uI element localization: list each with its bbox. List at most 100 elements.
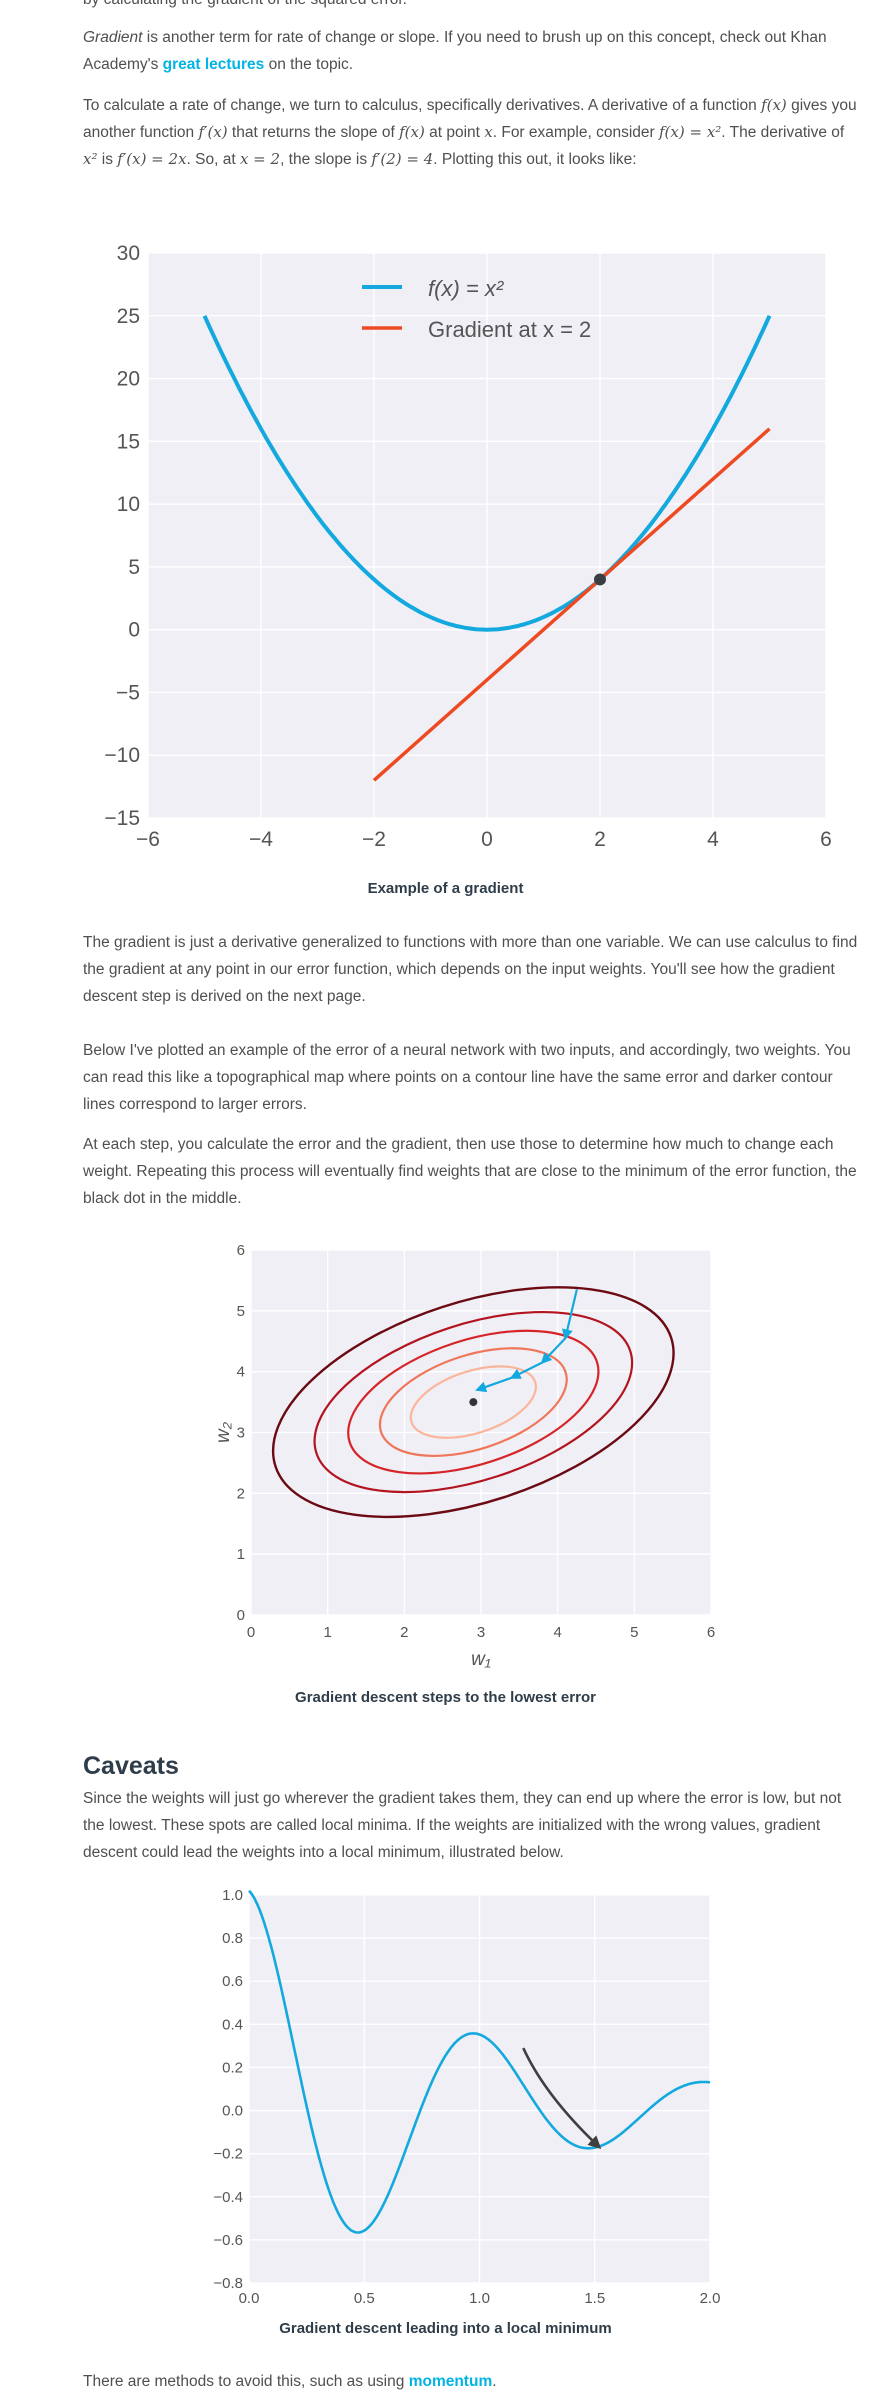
math-eq3: x = 2 (239, 150, 281, 168)
y-tick-label: −0.6 (213, 2232, 243, 2249)
p1-text-b: on the topic. (264, 56, 354, 73)
y-tick-label: 0.6 (222, 1973, 243, 1990)
legend-label-parabola: f(x) = x² (428, 276, 504, 301)
tangent-point (594, 573, 606, 586)
y-tick-label: −0.4 (213, 2189, 243, 2206)
great-lectures-link[interactable]: great lectures (162, 56, 265, 73)
y-tick-label: 15 (117, 430, 140, 453)
y-tick-label: 0.8 (222, 1930, 243, 1947)
momentum-link[interactable]: momentum (408, 2373, 493, 2390)
p2-a: To calculate a rate of change, we turn t… (83, 97, 762, 114)
y-tick-label: −10 (104, 744, 140, 767)
y-tick-label: −0.8 (213, 2275, 243, 2292)
y-tick-label: 5 (237, 1303, 245, 1320)
p2-h: . So, at (186, 151, 240, 168)
x-tick-label: 6 (707, 1624, 715, 1641)
x-tick-label: 0.0 (239, 2290, 260, 2307)
math-fx-2: f(x) (399, 123, 425, 141)
p2-b: gives you another function (83, 97, 857, 141)
x-tick-label: 3 (477, 1624, 485, 1641)
caveats-heading: Caveats (83, 1752, 179, 1780)
x-tick-label: −6 (136, 828, 160, 851)
local-minimum-caption: Gradient descent leading into a local mi… (279, 2320, 612, 2337)
y-tick-label: 0 (237, 1607, 245, 1624)
x-tick-label: 2.0 (700, 2290, 721, 2307)
x-tick-label: 2 (594, 828, 606, 851)
descent-arrow (522, 2047, 602, 2149)
gradient-example-caption: Example of a gradient (367, 880, 524, 897)
math-eq1: f(x) = x² (659, 123, 722, 141)
math-eq2: f′(x) = 2x (117, 150, 187, 168)
local-minima-paragraph: Since the weights will just go wherever … (83, 1790, 842, 1861)
y-tick-label: 4 (237, 1364, 245, 1381)
p2-g: is (97, 151, 118, 168)
x-tick-label: −4 (249, 828, 273, 851)
x-tick-label: 0 (481, 828, 493, 851)
intro-cut-text: by calculating the gradient of the squar… (83, 0, 858, 13)
x-axis-label: w₁ (471, 1649, 491, 1670)
momentum-paragraph: There are methods to avoid this, such as… (83, 2368, 858, 2395)
y-tick-label: 0.4 (222, 2016, 243, 2033)
x-tick-label: 1 (323, 1624, 331, 1641)
y-axis-label: w₂ (213, 1421, 234, 1443)
x-tick-label: 0 (247, 1624, 255, 1641)
descent-step-arrow (540, 1337, 567, 1365)
contour-ellipse (271, 1286, 675, 1519)
p7-text: There are methods to avoid this, such as… (83, 2373, 409, 2390)
y-tick-label: 3 (237, 1425, 245, 1442)
p1-text-a: is another term for rate of change or sl… (83, 29, 827, 73)
y-tick-label: 6 (237, 1242, 245, 1259)
x-tick-label: 2 (400, 1624, 408, 1641)
p2-j: . Plotting this out, it looks like: (433, 151, 637, 168)
p2-f: . The derivative of (721, 124, 845, 141)
legend-label-tangent: Gradient at x = 2 (428, 317, 591, 342)
gradient-intro-paragraph: Gradient is another term for rate of cha… (83, 24, 858, 78)
y-tick-label: 10 (117, 493, 140, 516)
math-x-squared: x² (83, 150, 98, 168)
contour-descent-chart: 0 1 2 3 4 5 6 6 5 4 3 2 1 0 w₁ w₂ (213, 1242, 715, 1670)
x-tick-label: 5 (630, 1624, 638, 1641)
x-tick-label: 1.0 (469, 2290, 490, 2307)
contour-ellipse (313, 1310, 634, 1494)
error-plot-paragraph: Below I've plotted an example of the err… (83, 1042, 851, 1113)
minimum-point (469, 1398, 478, 1407)
y-tick-label: −5 (116, 681, 140, 704)
x-tick-label: 6 (820, 828, 832, 851)
y-tick-label: 0.2 (222, 2059, 243, 2076)
descent-step-arrow (509, 1361, 543, 1379)
contour-ellipse (378, 1347, 568, 1458)
gradient-term: Gradient (83, 29, 143, 46)
gradient-generalized-paragraph: The gradient is just a derivative genera… (83, 934, 858, 1005)
contour-ellipse (347, 1329, 600, 1475)
descent-step-arrow (475, 1376, 513, 1393)
x-tick-label: 4 (707, 828, 719, 851)
local-minimum-chart: 0.0 0.5 1.0 1.5 2.0 1.0 0.8 0.6 0.4 0.2 0.0 −0.2 −0.… (213, 1887, 721, 2307)
y-tick-label: 30 (117, 242, 140, 265)
contour-ellipse (409, 1365, 537, 1439)
y-tick-label: −15 (104, 807, 140, 830)
x-tick-label: −2 (362, 828, 386, 851)
y-tick-label: 1.0 (222, 1887, 243, 1904)
x-tick-label: 4 (553, 1624, 561, 1641)
y-tick-label: 0.0 (222, 2103, 243, 2120)
math-fpx: f′(x) (198, 123, 228, 141)
series-parabola-line (202, 314, 772, 632)
y-tick-label: −0.2 (213, 2146, 243, 2163)
y-tick-label: 1 (237, 1546, 245, 1563)
contour-descent-caption: Gradient descent steps to the lowest err… (295, 1689, 596, 1706)
math-fx: f(x) (761, 96, 787, 114)
series-tangent-line (372, 427, 771, 782)
p2-c: that returns the slope of (227, 124, 400, 141)
p7-end: . (492, 2373, 497, 2390)
derivative-paragraph: To calculate a rate of change, we turn t… (83, 92, 858, 173)
math-x: x (484, 123, 493, 141)
loss-curve-line (248, 1889, 711, 2234)
p2-e: . For example, consider (492, 124, 659, 141)
y-tick-label: 25 (117, 305, 140, 328)
x-tick-label: 1.5 (584, 2290, 605, 2307)
p2-i: , the slope is (280, 151, 372, 168)
x-tick-label: 0.5 (354, 2290, 375, 2307)
math-eq4: f′(2) = 4 (371, 150, 434, 168)
y-tick-label: 5 (128, 556, 140, 579)
